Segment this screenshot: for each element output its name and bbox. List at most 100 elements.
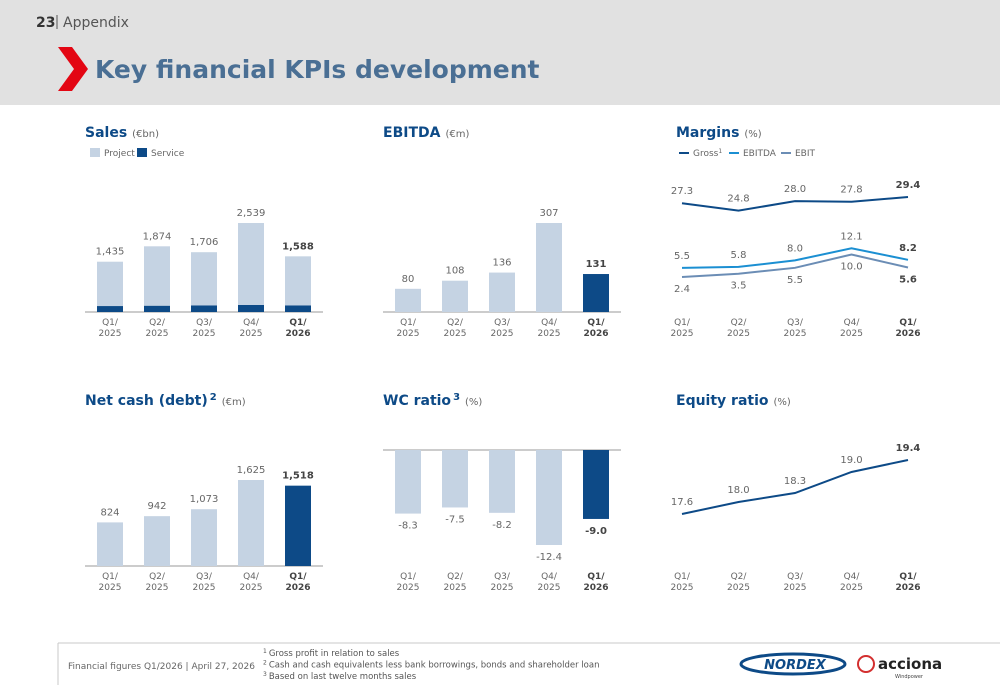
x-tick-label: Q2/2025 — [727, 318, 750, 339]
x-tick-line: Q1/ — [899, 572, 917, 582]
chart-unit: (%) — [774, 397, 791, 408]
value-label: 131 — [586, 259, 607, 270]
x-tick-label: Q4/2025 — [538, 318, 561, 339]
x-tick-label: Q3/2025 — [784, 318, 807, 339]
x-tick-label: Q4/2025 — [240, 572, 263, 593]
x-tick-label: Q3/2025 — [491, 572, 514, 593]
acciona-logo: acciona Windpower — [857, 655, 942, 680]
bar — [144, 516, 170, 566]
acciona-mark — [857, 655, 875, 673]
bar — [238, 480, 264, 566]
x-tick-line: 2025 — [240, 329, 263, 339]
value-label: 1,073 — [190, 494, 219, 505]
value-label: 24.8 — [727, 194, 749, 205]
x-tick-line: 2026 — [285, 329, 310, 339]
total-label: 1,874 — [143, 231, 172, 242]
x-tick-line: Q3/ — [494, 318, 511, 328]
value-label: -8.2 — [492, 520, 512, 531]
x-tick-line: Q2/ — [447, 572, 464, 582]
chart-title: Net cash (debt) 2 (€m) — [85, 392, 246, 409]
bar-segment — [144, 305, 170, 312]
total-label: 1,435 — [96, 247, 125, 258]
x-tick-line: 2025 — [671, 329, 694, 339]
x-tick-line: Q1/ — [400, 572, 417, 582]
x-tick-label: Q1/2026 — [285, 318, 310, 339]
x-tick-line: Q1/ — [102, 572, 119, 582]
x-tick-label: Q1/2025 — [671, 318, 694, 339]
line — [681, 196, 909, 212]
value-label: 19.4 — [896, 443, 921, 454]
bar-segment — [285, 256, 311, 306]
value-label: 3.5 — [731, 281, 747, 292]
x-tick-line: Q3/ — [196, 572, 213, 582]
value-label: 2.4 — [674, 284, 690, 295]
x-tick-label: Q4/2025 — [840, 572, 863, 593]
x-tick-label: Q1/2026 — [895, 572, 920, 593]
x-tick-line: 2026 — [895, 583, 920, 593]
chart-title-note: 2 — [210, 392, 217, 403]
x-tick-line: 2025 — [727, 583, 750, 593]
bar-segment — [97, 261, 123, 307]
chart-title-text: Margins — [676, 125, 739, 141]
x-tick-line: 2025 — [671, 583, 694, 593]
nordex-logo: NORDEX — [739, 652, 847, 676]
value-label: 28.0 — [784, 184, 806, 195]
x-tick-line: 2026 — [285, 583, 310, 593]
bar-segment — [285, 305, 311, 312]
legend-swatch — [137, 148, 147, 157]
chart-unit: (%) — [465, 397, 482, 408]
x-tick-line: 2025 — [193, 329, 216, 339]
chart-unit: (%) — [744, 129, 761, 140]
value-label: 18.0 — [727, 485, 749, 496]
value-label: 8.0 — [787, 243, 803, 254]
line — [681, 247, 909, 269]
x-tick-label: Q2/2025 — [444, 318, 467, 339]
x-tick-line: Q1/ — [674, 572, 691, 582]
x-tick-label: Q3/2025 — [193, 572, 216, 593]
footnote-text: Gross profit in relation to sales — [269, 649, 400, 659]
page-number: 23 — [36, 15, 55, 31]
bar — [191, 509, 217, 566]
total-label: 1,588 — [282, 241, 314, 252]
value-label: 18.3 — [784, 476, 806, 487]
bar — [583, 274, 609, 312]
x-tick-line: 2025 — [193, 583, 216, 593]
x-tick-label: Q2/2025 — [146, 318, 169, 339]
chart-unit: (€bn) — [132, 129, 159, 140]
value-label: 8.2 — [899, 243, 917, 254]
x-tick-line: Q1/ — [587, 572, 605, 582]
chart-unit: (€m) — [445, 129, 469, 140]
bar — [489, 272, 515, 312]
x-tick-line: Q4/ — [541, 318, 558, 328]
x-tick-line: 2025 — [146, 329, 169, 339]
value-label: 5.8 — [731, 250, 747, 261]
x-tick-line: Q1/ — [899, 318, 917, 328]
x-tick-line: Q1/ — [674, 318, 691, 328]
bar — [395, 288, 421, 312]
x-tick-label: Q1/2025 — [397, 572, 420, 593]
x-tick-line: 2025 — [491, 329, 514, 339]
x-tick-line: Q1/ — [587, 318, 605, 328]
value-label: 5.5 — [787, 275, 803, 286]
line — [681, 459, 909, 515]
x-tick-line: 2026 — [583, 329, 608, 339]
chart-title: Sales (€bn) — [85, 125, 159, 141]
legend-name: EBIT — [795, 149, 816, 159]
legend-label: Service — [151, 149, 185, 159]
x-tick-line: Q3/ — [494, 572, 511, 582]
legend-name: EBITDA — [743, 149, 777, 159]
chart-title-note: 3 — [453, 392, 460, 403]
bar — [583, 450, 609, 519]
x-tick-label: Q1/2025 — [99, 572, 122, 593]
bar — [536, 450, 562, 545]
chart-title-text: Sales — [85, 125, 127, 141]
value-label: 5.6 — [899, 275, 917, 286]
x-tick-label: Q4/2025 — [840, 318, 863, 339]
x-tick-line: 2025 — [99, 583, 122, 593]
x-tick-line: Q2/ — [149, 318, 166, 328]
chart-title-text: Equity ratio — [676, 393, 769, 409]
x-tick-line: Q1/ — [289, 572, 307, 582]
value-label: 27.3 — [671, 186, 693, 197]
footnote-mark: 2 — [263, 660, 267, 667]
